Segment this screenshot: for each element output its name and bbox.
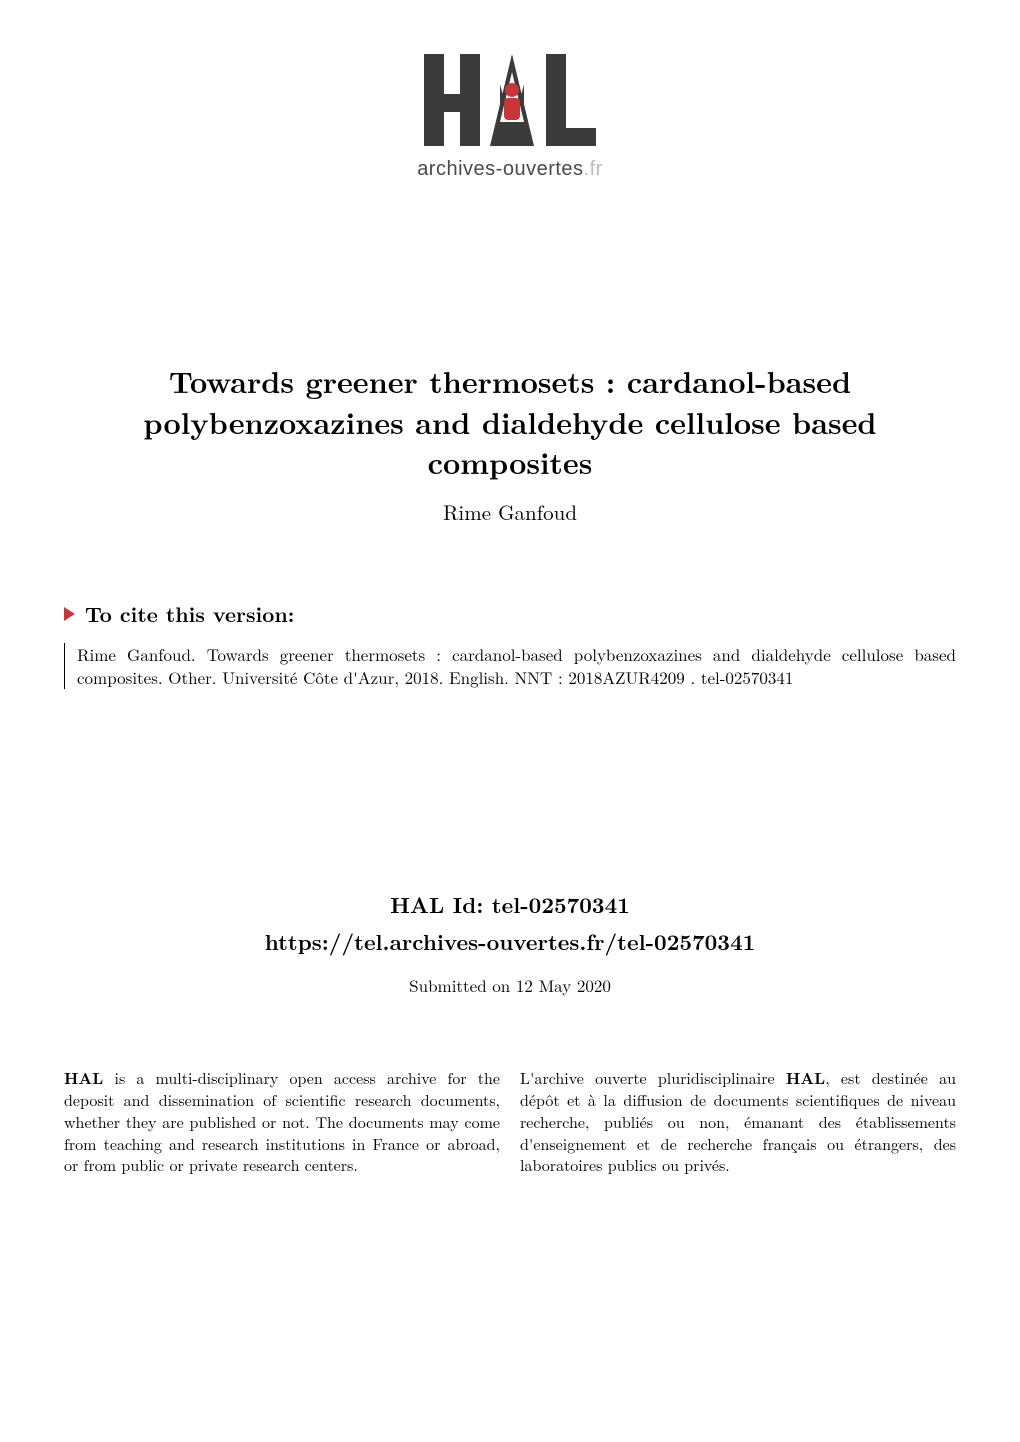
left-column-text: HAL is a multi-disciplinary open access … xyxy=(64,1067,500,1176)
hal-logo-mark xyxy=(420,44,600,154)
cite-header: To cite this version: xyxy=(64,599,956,629)
cite-header-text: To cite this version: xyxy=(85,599,294,629)
left-rest: is a multi-disciplinary open access arch… xyxy=(64,1066,500,1176)
cite-block: To cite this version: Rime Ganfoud. Towa… xyxy=(0,599,1020,690)
cite-body: Rime Ganfoud. Towards greener thermosets… xyxy=(64,643,956,690)
paper-author: Rime Ganfoud xyxy=(70,497,950,527)
hal-id-value: tel-02570341 xyxy=(492,889,630,920)
triangle-right-icon xyxy=(64,607,75,621)
hal-id-label: HAL Id: xyxy=(390,889,483,920)
hal-logo-subtitle: archives-ouvertes.fr xyxy=(417,158,603,181)
paper-title: Towards greener thermosets : cardanol-ba… xyxy=(70,361,950,483)
logo-subtitle-suffix: .fr xyxy=(584,158,603,180)
submitted-date: Submitted on 12 May 2020 xyxy=(0,973,1020,997)
title-block: Towards greener thermosets : cardanol-ba… xyxy=(0,361,1020,527)
logo-subtitle-main: archives-ouvertes xyxy=(417,158,583,180)
hal-url[interactable]: https://tel.archives-ouvertes.fr/tel-025… xyxy=(0,926,1020,957)
description-columns: HAL is a multi-disciplinary open access … xyxy=(0,1067,1020,1176)
hal-logo: archives-ouvertes.fr xyxy=(417,44,603,181)
right-prefix: L'archive ouverte pluridisciplinaire xyxy=(520,1066,786,1089)
hal-id-block: HAL Id: tel-02570341 https://tel.archive… xyxy=(0,889,1020,997)
right-column-text: L'archive ouverte pluridisciplinaire HAL… xyxy=(520,1067,956,1176)
hal-id-line: HAL Id: tel-02570341 xyxy=(0,889,1020,920)
right-column: L'archive ouverte pluridisciplinaire HAL… xyxy=(520,1067,956,1176)
right-bold: HAL xyxy=(786,1066,825,1089)
left-column: HAL is a multi-disciplinary open access … xyxy=(64,1067,500,1176)
left-bold: HAL xyxy=(64,1066,103,1089)
logo-region: archives-ouvertes.fr xyxy=(0,0,1020,181)
